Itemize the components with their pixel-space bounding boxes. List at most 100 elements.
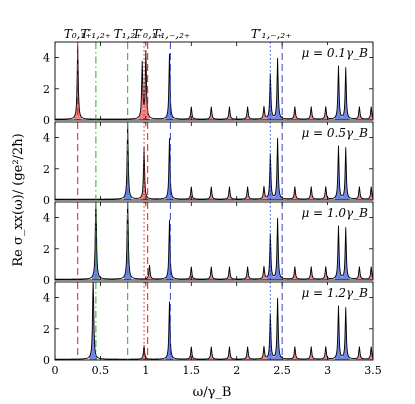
panel-2: 0 2 4 μ = 0.5γ_B [43, 121, 374, 207]
peak-1-2 [138, 63, 147, 120]
spectrum-curve-4 [55, 282, 373, 360]
spectrum-curve-1 [55, 45, 373, 120]
peak-1-5 [187, 106, 196, 120]
peak-4-14 [334, 306, 343, 360]
peak-2-11 [291, 186, 299, 200]
peak-1-4 [165, 53, 174, 120]
y-tick-label-1-2: 2 [43, 83, 50, 96]
peak-1-9 [260, 106, 268, 120]
transition-label-5: T₁,₋,₂₊ [152, 27, 190, 41]
y-tick-label-2-2: 2 [43, 163, 50, 176]
peak-4-3 [165, 301, 174, 360]
y-tick-label-1-3: 4 [43, 52, 50, 65]
y-tick-label-3-2: 2 [43, 243, 50, 256]
peak-4-15 [341, 307, 350, 360]
panel-frame-1 [54, 41, 374, 121]
peak-1-11 [273, 58, 282, 120]
mu-label-background-4 [299, 285, 370, 301]
peak-3-10 [266, 233, 275, 280]
peak-2-2 [140, 147, 148, 200]
peak-3-15 [334, 226, 343, 280]
peak-3-16 [341, 227, 350, 280]
peak-3-6 [207, 266, 216, 280]
y-tick-label-4-2: 2 [43, 323, 50, 336]
peak-2-16 [355, 186, 364, 200]
x-tick-label-1: 0 [52, 364, 59, 377]
y-tick-label-1-1: 0 [43, 114, 50, 127]
panel-frame-2 [54, 121, 374, 201]
transition-label-4: T′₀,₁₊ [132, 27, 163, 41]
peak-3-14 [321, 266, 330, 280]
peak-4-12 [307, 346, 316, 360]
annotation-layer: 0 0.5 1 1.5 2 2.5 3 3.5 T₀,₁₊T′₁,₂₊ T₁,₂₊T′₀,₁₊T₁… [52, 27, 382, 377]
peak-1-6 [207, 106, 216, 120]
mu-label-background-2 [299, 125, 370, 141]
peak-3-9 [260, 266, 268, 280]
peak-4-17 [367, 346, 373, 360]
peak-2-15 [341, 147, 350, 200]
peak-3-13 [307, 266, 316, 280]
y-axis-title: Re σ_xx(ω)/ (ge²/2ħ) [11, 133, 26, 266]
peak-2-13 [321, 186, 330, 200]
peak-2-8 [260, 186, 268, 200]
transition-label-1: T₀,₁₊ [64, 27, 92, 41]
peak-1-7 [225, 106, 234, 120]
peak-4-13 [321, 346, 330, 360]
peak-2-7 [243, 186, 252, 200]
peak-1-8 [243, 106, 252, 120]
peak-1-1 [73, 45, 82, 120]
peak-4-10 [273, 298, 282, 360]
peak-1-10 [266, 73, 275, 120]
x-axis-title: ω/γ_B [193, 385, 232, 400]
peak-3-3 [145, 265, 154, 280]
axis-titles: ω/γ_B Re σ_xx(ω)/ (ge²/2ħ) [11, 133, 231, 400]
y-tick-label-3-1: 0 [43, 274, 50, 287]
x-tick-label-7: 3 [324, 364, 331, 377]
peak-2-6 [225, 186, 234, 200]
peak-1-3 [142, 52, 150, 120]
y-tick-label-2-3: 4 [43, 132, 50, 145]
peak-3-4 [165, 219, 174, 280]
mu-label-background-1 [299, 45, 370, 61]
peak-4-1 [89, 282, 97, 360]
peak-4-9 [266, 313, 275, 360]
y-tick-label-4-1: 0 [43, 354, 50, 367]
mu-label-4: μ = 1.2γ_B [301, 286, 368, 300]
panel-4: 0 2 4 μ = 1.2γ_B [43, 281, 374, 367]
peak-3-7 [225, 266, 234, 280]
mu-label-1: μ = 0.1γ_B [301, 46, 368, 60]
peak-1-14 [321, 106, 330, 120]
mu-label-background-3 [299, 205, 370, 221]
transition-label-6: T′₁,₋,₂₊ [251, 27, 292, 41]
peak-3-5 [187, 266, 196, 280]
peak-4-16 [355, 346, 364, 360]
x-tick-label-5: 2 [233, 364, 240, 377]
peak-3-18 [367, 266, 373, 280]
peak-2-12 [307, 186, 316, 200]
peak-2-5 [207, 186, 216, 200]
panel-frame-4 [54, 281, 374, 361]
peak-2-17 [367, 186, 373, 200]
peak-4-7 [243, 346, 252, 360]
peak-2-3 [165, 138, 174, 200]
peak-1-18 [367, 106, 373, 120]
peak-3-12 [291, 266, 299, 280]
peak-2-10 [273, 138, 282, 200]
peak-1-13 [307, 106, 316, 120]
peak-1-12 [291, 106, 299, 120]
y-tick-label-2-1: 0 [43, 194, 50, 207]
mu-label-3: μ = 1.0γ_B [301, 206, 368, 220]
peak-4-8 [260, 346, 268, 360]
transition-label-2: T′₁,₂₊ [81, 27, 112, 41]
peak-4-11 [291, 346, 299, 360]
peak-4-4 [187, 346, 196, 360]
x-tick-label-3: 1 [142, 364, 149, 377]
y-tick-label-3-3: 4 [43, 212, 50, 225]
panel-frame-3 [54, 201, 374, 281]
panel-1: 0 2 4 μ = 0.1γ_B [43, 41, 374, 127]
peak-1-16 [341, 67, 350, 120]
peak-4-5 [207, 346, 216, 360]
mu-label-2: μ = 0.5γ_B [301, 126, 368, 140]
x-tick-label-8: 3.5 [364, 364, 382, 377]
